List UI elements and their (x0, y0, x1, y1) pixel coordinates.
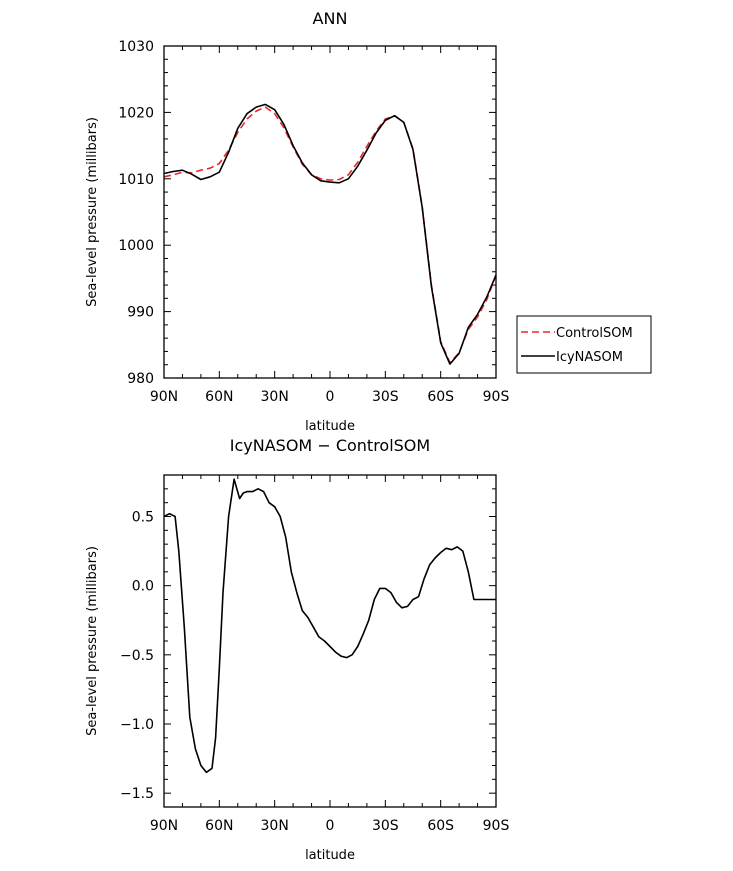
x-tick-label: 30S (372, 818, 399, 834)
chart-title: IcyNASOM − ControlSOM (230, 436, 430, 455)
legend: ControlSOM IcyNASOM (516, 315, 652, 374)
chart-panel-2: IcyNASOM − ControlSOM Sea-level pressure … (85, 436, 509, 863)
x-tick-label: 30N (261, 389, 289, 405)
x-tick-label: 30N (261, 818, 289, 834)
y-tick-label: 1020 (118, 105, 154, 121)
x-tick-label: 90S (483, 818, 510, 834)
series-line-controlsom (163, 106, 497, 364)
plot-frame (163, 474, 497, 808)
y-axis-label: Sea-level pressure (millibars) (85, 546, 100, 736)
y-tick-label: −0.5 (120, 648, 154, 664)
series-line-difference (163, 478, 496, 774)
x-tick-label: 90S (483, 389, 510, 405)
x-tick-label: 60N (205, 818, 233, 834)
y-tick-label: 0.5 (132, 510, 154, 526)
series-line-icynasom (163, 103, 497, 365)
x-tick-label: 60S (427, 818, 454, 834)
x-tick-label: 60S (427, 389, 454, 405)
plot-frame (163, 45, 497, 379)
y-tick-label: 1030 (118, 39, 154, 55)
legend-label: IcyNASOM (556, 350, 623, 365)
y-tick-label: −1.0 (120, 717, 154, 733)
x-axis-label: latitude (305, 419, 355, 434)
y-tick-label: 990 (127, 305, 154, 321)
y-tick-label: 980 (127, 371, 154, 387)
y-axis-label: Sea-level pressure (millibars) (85, 117, 100, 307)
y-tick-label: 1000 (118, 238, 154, 254)
x-tick-label: 90N (150, 389, 178, 405)
y-tick-label: 1010 (118, 172, 154, 188)
chart-title: ANN (313, 9, 348, 28)
x-axis-label: latitude (305, 848, 355, 863)
x-tick-label: 0 (326, 818, 335, 834)
x-tick-label: 60N (205, 389, 233, 405)
chart-panel-1: ANN Sea-level pressure (millibars) latitud… (85, 9, 652, 434)
x-tick-label: 90N (150, 818, 178, 834)
y-tick-label: −1.5 (120, 786, 154, 802)
legend-box (516, 315, 652, 374)
legend-label: ControlSOM (556, 326, 633, 341)
x-tick-label: 0 (326, 389, 335, 405)
x-tick-label: 30S (372, 389, 399, 405)
y-tick-label: 0.0 (132, 579, 154, 595)
